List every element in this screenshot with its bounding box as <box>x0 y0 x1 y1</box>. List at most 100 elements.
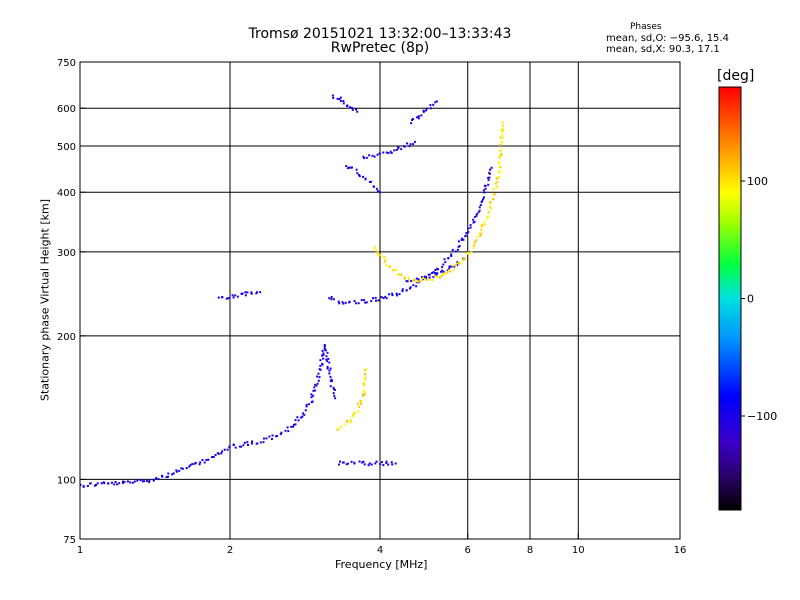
x-mode-point <box>495 177 498 180</box>
o-mode-point <box>390 152 393 154</box>
o-mode-point <box>107 482 110 485</box>
o-mode-point <box>310 396 313 399</box>
o-mode-point <box>365 156 368 159</box>
o-mode-point <box>317 379 320 382</box>
x-mode-point <box>456 262 459 265</box>
o-mode-point <box>469 224 472 227</box>
o-mode-point <box>326 360 329 363</box>
o-mode-point <box>464 234 467 237</box>
x-mode-point <box>430 278 433 281</box>
o-mode-point <box>165 476 168 479</box>
x-tick-label: 1 <box>77 545 83 556</box>
o-mode-point <box>474 215 476 218</box>
o-mode-point <box>401 290 404 293</box>
x-mode-point <box>356 402 359 405</box>
o-mode-point <box>382 297 385 300</box>
o-mode-point <box>280 431 283 434</box>
o-mode-point <box>374 296 377 299</box>
x-mode-point <box>397 273 400 276</box>
o-mode-point <box>191 463 194 466</box>
x-tick-label: 8 <box>527 545 533 556</box>
x-mode-point <box>363 390 366 393</box>
phases-o-stats: mean, sd,O: −95.6, 15.4 <box>606 33 729 44</box>
x-mode-point <box>462 259 464 262</box>
x-mode-point <box>501 127 504 130</box>
o-mode-point <box>337 300 340 303</box>
x-mode-point <box>473 241 476 243</box>
o-mode-point <box>198 463 201 466</box>
o-mode-point <box>482 198 484 201</box>
o-mode-point <box>378 152 381 155</box>
x-mode-point <box>497 162 500 165</box>
o-mode-point <box>131 481 134 484</box>
o-mode-point <box>398 293 401 296</box>
o-mode-point <box>240 293 243 295</box>
x-mode-point <box>480 232 483 235</box>
o-mode-point <box>323 344 326 346</box>
o-mode-point <box>310 393 313 396</box>
x-mode-point <box>358 405 360 408</box>
o-mode-point <box>381 461 383 464</box>
x-mode-point <box>480 228 483 231</box>
o-mode-point <box>382 151 385 154</box>
o-mode-point <box>456 248 459 251</box>
o-mode-point <box>251 442 253 445</box>
o-mode-point <box>435 273 438 276</box>
o-mode-point <box>326 365 329 368</box>
o-mode-point <box>161 474 163 477</box>
o-mode-point <box>410 122 413 125</box>
o-mode-point <box>477 211 480 214</box>
o-mode-point <box>410 280 413 282</box>
x-mode-point <box>498 154 501 157</box>
x-mode-point <box>363 369 366 372</box>
x-mode-point <box>346 419 348 422</box>
colorbar-unit: [deg] <box>717 68 755 84</box>
o-mode-point <box>133 480 136 483</box>
o-mode-point <box>487 176 490 179</box>
colorbar-tick-label: −100 <box>747 410 777 423</box>
chart-subtitle: RwPretec (8p) <box>330 40 430 56</box>
o-mode-point <box>483 191 486 194</box>
o-mode-point <box>86 485 89 487</box>
o-mode-point <box>292 425 295 428</box>
x-mode-point <box>363 373 366 376</box>
x-mode-point <box>447 269 450 272</box>
o-mode-point <box>363 157 366 160</box>
o-mode-point <box>175 470 178 473</box>
o-mode-point <box>487 179 490 182</box>
x-mode-point <box>376 251 379 254</box>
o-mode-point <box>178 469 181 472</box>
o-mode-point <box>350 460 353 463</box>
o-mode-point <box>460 238 463 241</box>
x-mode-point <box>500 153 502 156</box>
o-mode-point <box>194 461 197 464</box>
o-mode-point <box>472 221 475 224</box>
o-mode-point <box>211 456 214 458</box>
o-mode-point <box>181 467 184 470</box>
x-mode-point <box>452 264 455 267</box>
o-mode-point <box>408 287 411 290</box>
x-mode-point <box>500 148 503 151</box>
x-mode-point <box>496 181 499 184</box>
o-mode-point <box>330 296 333 298</box>
o-mode-point <box>370 300 373 303</box>
o-mode-point <box>271 438 273 440</box>
x-mode-point <box>483 220 486 223</box>
o-mode-point <box>358 460 361 463</box>
o-mode-point <box>148 479 151 481</box>
o-mode-point <box>385 462 388 464</box>
x-axis-label: Frequency [MHz] <box>335 558 428 571</box>
o-mode-point <box>201 459 204 461</box>
x-mode-point <box>449 270 452 273</box>
o-mode-point <box>394 462 397 465</box>
o-mode-point <box>172 472 175 475</box>
o-mode-point <box>268 435 271 438</box>
x-mode-point <box>362 382 365 385</box>
o-mode-point <box>362 175 364 178</box>
x-mode-point <box>440 275 443 277</box>
o-mode-point <box>276 435 279 438</box>
o-mode-point <box>328 369 331 372</box>
o-mode-point <box>406 280 409 283</box>
x-mode-point <box>349 421 352 424</box>
o-mode-point <box>425 276 428 278</box>
